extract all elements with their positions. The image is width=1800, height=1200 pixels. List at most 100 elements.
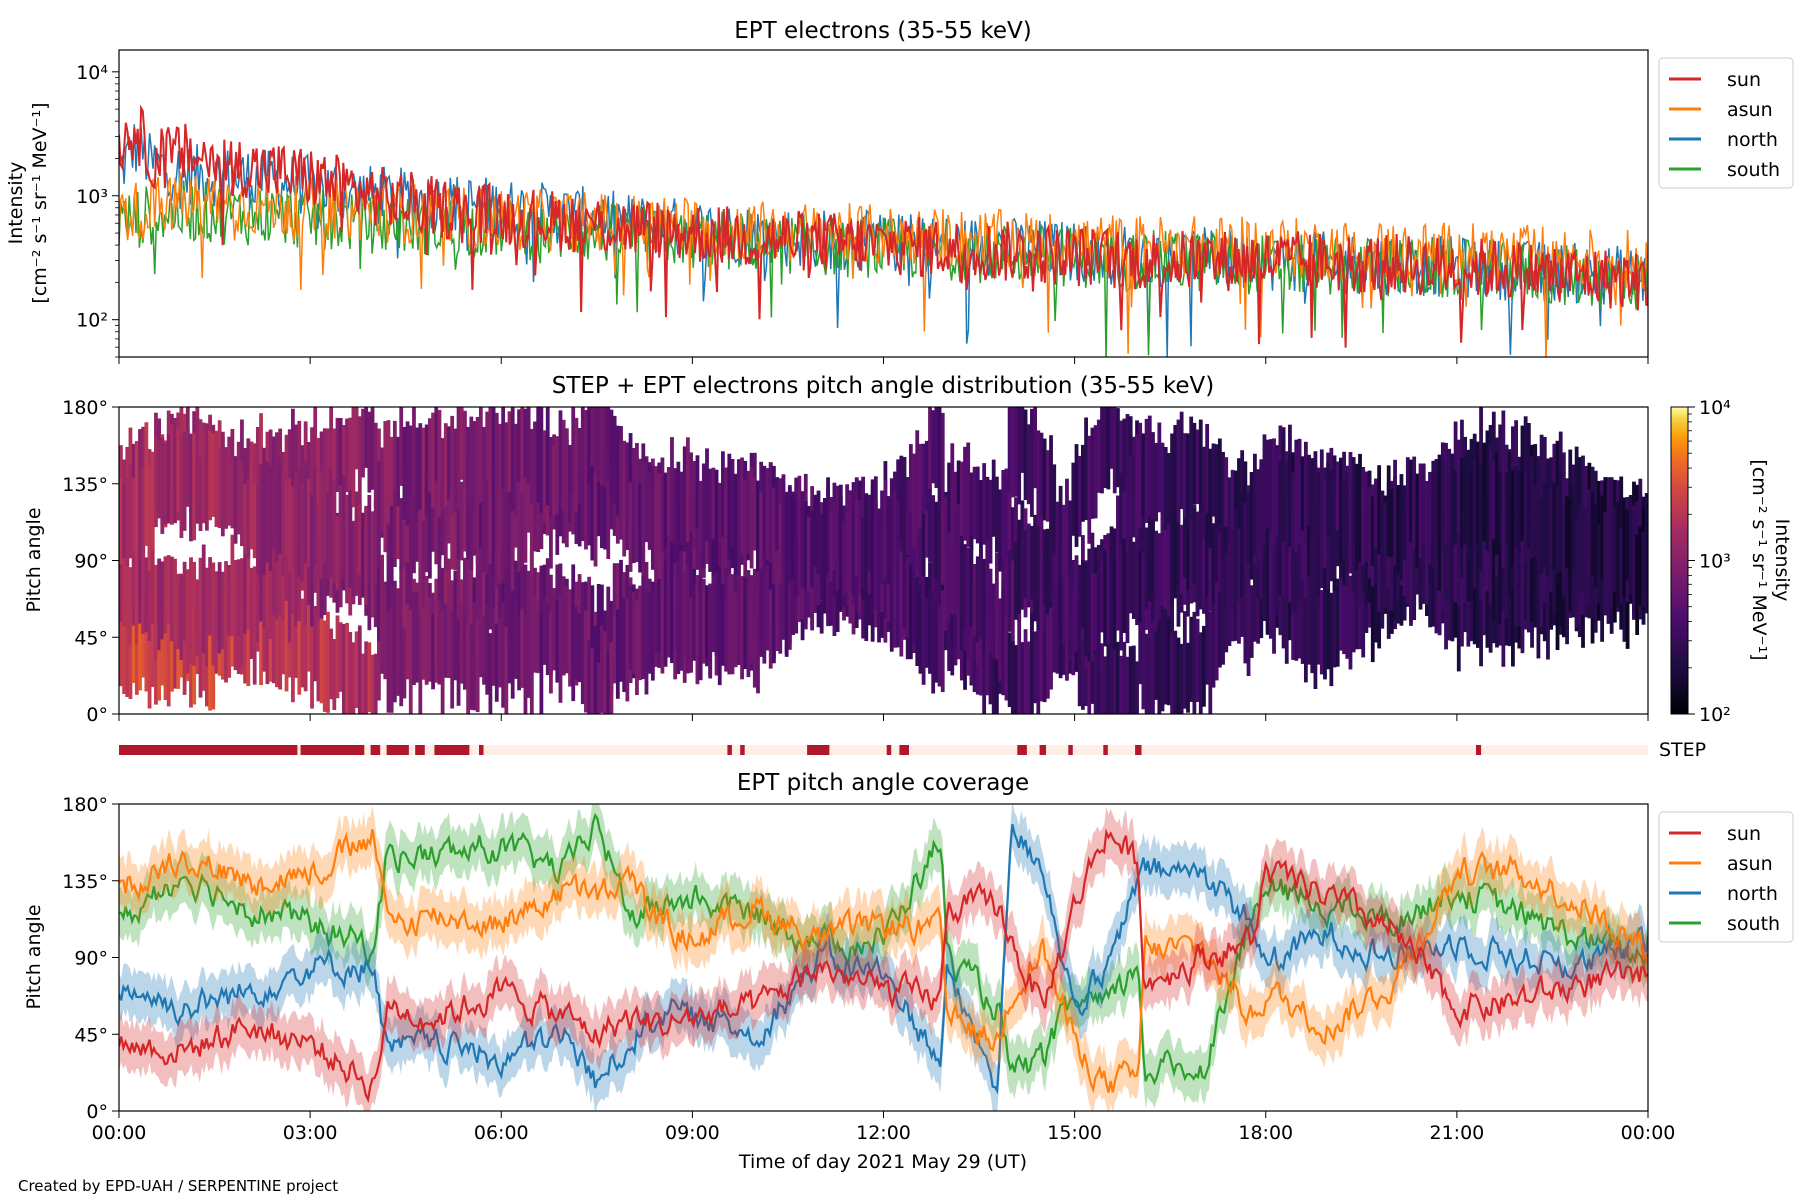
heatmap-cell [243, 595, 248, 684]
heatmap-cell [1186, 433, 1190, 531]
heatmap-cell [822, 498, 827, 596]
heatmap-cell [268, 552, 273, 639]
heatmap-cell [1472, 548, 1477, 645]
heatmap-cell [1364, 471, 1369, 562]
heatmap-cell [287, 429, 292, 517]
heatmap-cell [475, 417, 480, 490]
heatmap-cell [816, 490, 821, 574]
heatmap-cell [861, 518, 865, 589]
heatmap-cell [255, 483, 260, 574]
heatmap-cell [721, 592, 725, 666]
heatmap-cell [1520, 471, 1525, 541]
heatmap-cell [896, 498, 901, 570]
heatmap-cell [905, 557, 910, 638]
heatmap-cell [526, 596, 531, 698]
heatmap-cell [1593, 504, 1598, 588]
heatmap-cell [568, 444, 572, 523]
heatmap-cell [1514, 420, 1518, 508]
heatmap-cell [520, 608, 525, 688]
heatmap-cell [1460, 457, 1464, 549]
heatmap-cell [1507, 503, 1512, 596]
heatmap-cell [1265, 439, 1270, 529]
heatmap-cell [1036, 629, 1041, 714]
heatmap-cell [899, 455, 904, 540]
heatmap-cell [1546, 468, 1550, 576]
heatmap-cell [1014, 645, 1018, 714]
heatmap-cell [440, 609, 445, 714]
heatmap-cell [730, 459, 735, 546]
heatmap-cell [1205, 424, 1210, 514]
heatmap-cell [1335, 578, 1340, 667]
heatmap-cell [498, 423, 502, 494]
heatmap-cell [338, 485, 343, 576]
heatmap-cell [908, 490, 913, 585]
heatmap-cell [603, 407, 607, 487]
heatmap-cell [396, 436, 400, 507]
heatmap-cell [619, 602, 623, 682]
heatmap-cell [600, 625, 604, 713]
heatmap-cell [1116, 408, 1120, 488]
heatmap-cell [1300, 490, 1305, 579]
heatmap-cell [896, 556, 901, 648]
heatmap-cell [1100, 407, 1104, 494]
heatmap-cell [498, 484, 502, 584]
heatmap-cell [590, 585, 595, 678]
heatmap-cell [1539, 499, 1544, 574]
heatmap-cell [517, 567, 521, 645]
heatmap-cell [628, 585, 633, 670]
heatmap-cell [125, 478, 130, 566]
heatmap-cell [316, 437, 321, 514]
heatmap-cell [536, 600, 541, 672]
heatmap-cell [281, 580, 286, 675]
heatmap-cell [128, 609, 133, 699]
heatmap-cell [979, 618, 983, 696]
heatmap-cell [450, 486, 455, 570]
heatmap-cell [224, 561, 228, 671]
series-line-south [119, 180, 1648, 357]
heatmap-cell [310, 603, 314, 709]
heatmap-cell [864, 499, 869, 601]
heatmap-cell [431, 412, 435, 508]
panel4-xtick-label: 09:00 [665, 1122, 720, 1144]
heatmap-cell [756, 480, 760, 572]
heatmap-cell [520, 554, 525, 640]
heatmap-cell [1485, 462, 1490, 551]
heatmap-cell [134, 441, 139, 550]
heatmap-cell [1030, 408, 1034, 517]
heatmap-cell [491, 546, 496, 616]
heatmap-cell [1339, 570, 1343, 651]
heatmap-cell [778, 502, 783, 584]
pa-ytick-label: 90° [74, 551, 108, 573]
heatmap-cell [819, 513, 824, 601]
heatmap-cell [249, 457, 254, 550]
heatmap-cell [1014, 542, 1018, 620]
heatmap-cell [558, 410, 563, 508]
heatmap-cell [1147, 637, 1152, 714]
heatmap-cell [1587, 489, 1592, 577]
heatmap-cell [752, 568, 757, 660]
heatmap-cell [472, 480, 477, 556]
heatmap-cell [291, 408, 295, 514]
heatmap-cell [1256, 573, 1260, 644]
heatmap-cell [523, 459, 528, 563]
heatmap-cell [507, 545, 512, 644]
heatmap-cell [434, 458, 439, 565]
heatmap-cell [134, 545, 139, 644]
heatmap-cell [1144, 527, 1149, 609]
heatmap-cell [1007, 550, 1012, 632]
heatmap-cell [1577, 505, 1582, 593]
heatmap-cell [934, 606, 939, 683]
heatmap-cell [1444, 461, 1448, 543]
heatmap-cell [513, 423, 518, 516]
heatmap-cell [348, 417, 353, 514]
heatmap-cell [377, 619, 381, 701]
heatmap-cell [475, 553, 480, 640]
heatmap-cell [421, 500, 426, 570]
heatmap-cell [377, 460, 381, 568]
heatmap-cell [1501, 565, 1506, 667]
heatmap-cell [580, 461, 585, 542]
heatmap-cell [539, 612, 544, 714]
heatmap-cell [1638, 526, 1643, 606]
heatmap-cell [596, 584, 601, 691]
heatmap-cell [195, 417, 200, 524]
